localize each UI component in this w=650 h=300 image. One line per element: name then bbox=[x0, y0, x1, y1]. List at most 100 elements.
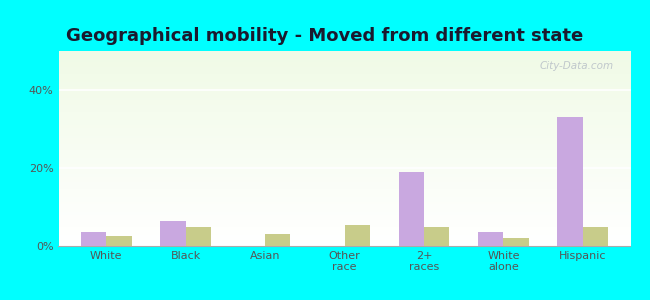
Bar bbox=[58, 136, 630, 137]
Bar bbox=[58, 117, 630, 118]
Bar bbox=[58, 123, 630, 124]
Bar bbox=[58, 203, 630, 204]
Bar bbox=[58, 191, 630, 192]
Bar bbox=[58, 236, 630, 237]
Bar bbox=[58, 172, 630, 173]
Bar bbox=[58, 77, 630, 78]
Bar bbox=[58, 95, 630, 96]
Bar bbox=[58, 177, 630, 178]
Bar bbox=[58, 242, 630, 243]
Bar bbox=[58, 243, 630, 244]
Bar bbox=[58, 90, 630, 91]
Bar bbox=[58, 57, 630, 58]
Bar bbox=[58, 169, 630, 170]
Bar bbox=[58, 209, 630, 210]
Bar bbox=[58, 112, 630, 113]
Bar bbox=[58, 64, 630, 66]
Bar bbox=[58, 72, 630, 74]
Bar bbox=[58, 67, 630, 68]
Bar bbox=[58, 62, 630, 63]
Bar bbox=[58, 143, 630, 144]
Bar bbox=[58, 163, 630, 164]
Bar bbox=[58, 181, 630, 182]
Bar bbox=[58, 55, 630, 56]
Bar bbox=[58, 237, 630, 238]
Bar bbox=[58, 174, 630, 175]
Bar bbox=[58, 86, 630, 87]
Bar bbox=[58, 159, 630, 160]
Bar bbox=[58, 53, 630, 54]
Bar bbox=[58, 226, 630, 227]
Bar bbox=[58, 89, 630, 90]
Bar bbox=[58, 81, 630, 82]
Bar bbox=[58, 88, 630, 89]
Bar bbox=[58, 96, 630, 97]
Bar bbox=[58, 218, 630, 219]
Bar bbox=[58, 85, 630, 86]
Bar bbox=[58, 160, 630, 161]
Bar bbox=[58, 146, 630, 148]
Bar bbox=[58, 241, 630, 242]
Bar bbox=[58, 210, 630, 211]
Bar bbox=[58, 122, 630, 123]
Text: City-Data.com: City-Data.com bbox=[540, 61, 614, 71]
Bar bbox=[58, 52, 630, 53]
Bar bbox=[58, 74, 630, 75]
Bar bbox=[58, 125, 630, 126]
Bar bbox=[58, 164, 630, 165]
Bar bbox=[58, 245, 630, 246]
Bar bbox=[58, 54, 630, 55]
Bar bbox=[58, 66, 630, 67]
Bar bbox=[58, 208, 630, 209]
Bar bbox=[58, 202, 630, 203]
Bar bbox=[58, 150, 630, 152]
Bar bbox=[58, 121, 630, 122]
Bar bbox=[58, 239, 630, 240]
Bar bbox=[58, 111, 630, 112]
Bar bbox=[58, 158, 630, 159]
Bar bbox=[58, 68, 630, 70]
Bar bbox=[424, 226, 449, 246]
Bar bbox=[58, 193, 630, 194]
Bar bbox=[58, 109, 630, 110]
Bar bbox=[58, 171, 630, 172]
Bar bbox=[106, 236, 131, 246]
Bar bbox=[58, 106, 630, 107]
Bar bbox=[583, 226, 608, 246]
Bar bbox=[58, 195, 630, 196]
Bar bbox=[58, 162, 630, 163]
Bar bbox=[58, 194, 630, 195]
Bar bbox=[58, 148, 630, 149]
Bar bbox=[58, 99, 630, 100]
Bar bbox=[58, 124, 630, 125]
Bar bbox=[58, 179, 630, 180]
Bar bbox=[58, 231, 630, 232]
Bar bbox=[58, 219, 630, 220]
Bar bbox=[58, 134, 630, 135]
Bar bbox=[58, 180, 630, 181]
Bar bbox=[58, 145, 630, 146]
Text: Geographical mobility - Moved from different state: Geographical mobility - Moved from diffe… bbox=[66, 27, 584, 45]
Bar bbox=[58, 114, 630, 115]
Bar bbox=[58, 141, 630, 142]
Bar bbox=[58, 212, 630, 213]
Bar bbox=[58, 240, 630, 241]
Bar bbox=[58, 102, 630, 103]
Bar bbox=[58, 119, 630, 120]
Bar bbox=[58, 131, 630, 132]
Bar bbox=[81, 232, 106, 246]
Bar bbox=[58, 201, 630, 202]
Bar bbox=[58, 214, 630, 215]
Bar bbox=[58, 206, 630, 207]
Bar bbox=[558, 117, 583, 246]
Bar bbox=[58, 59, 630, 60]
Bar bbox=[160, 220, 186, 246]
Bar bbox=[58, 223, 630, 224]
Bar bbox=[58, 63, 630, 64]
Bar bbox=[58, 118, 630, 119]
Bar bbox=[58, 83, 630, 84]
Bar bbox=[58, 222, 630, 223]
Bar bbox=[58, 120, 630, 121]
Bar bbox=[58, 139, 630, 140]
Bar bbox=[58, 161, 630, 162]
